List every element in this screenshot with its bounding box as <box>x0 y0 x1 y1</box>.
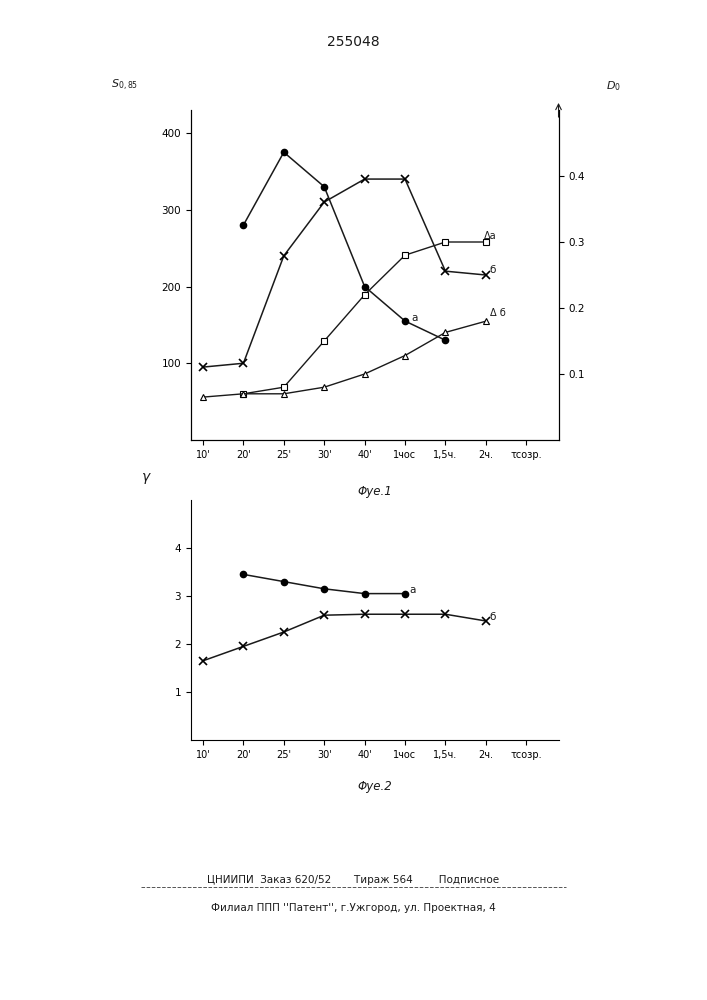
Text: $S_{\mathit{0,85}}$: $S_{\mathit{0,85}}$ <box>111 78 139 93</box>
Text: Φуе.2: Φуе.2 <box>357 780 392 793</box>
Text: a: a <box>409 585 416 595</box>
Text: ЦНИИПИ  Заказ 620/52       Тираж 564        Подписное: ЦНИИПИ Заказ 620/52 Тираж 564 Подписное <box>207 875 500 885</box>
Text: б: б <box>490 612 496 622</box>
Text: a: a <box>411 313 417 323</box>
Text: Δ б: Δ б <box>490 308 506 318</box>
Text: Δa: Δa <box>484 231 496 241</box>
Text: $D_0$: $D_0$ <box>606 80 621 93</box>
Text: б: б <box>490 265 496 275</box>
Text: $\gamma$: $\gamma$ <box>141 471 152 486</box>
Text: Филиал ППП ''Патент'', г.Ужгород, ул. Проектная, 4: Филиал ППП ''Патент'', г.Ужгород, ул. Пр… <box>211 903 496 913</box>
Text: Φуе.1: Φуе.1 <box>357 485 392 498</box>
Text: 255048: 255048 <box>327 35 380 49</box>
